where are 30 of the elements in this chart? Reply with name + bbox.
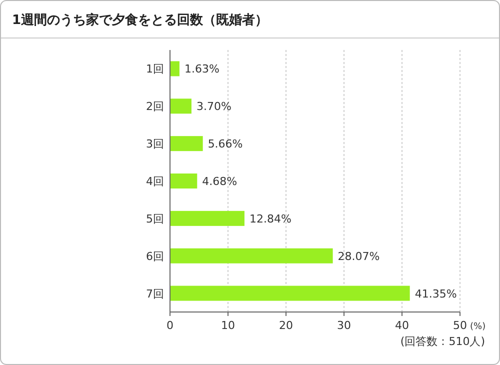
y-tick-label: 1回 [146, 62, 164, 76]
bar [170, 248, 333, 264]
bar [170, 98, 192, 114]
x-axis-title: (%) [470, 322, 486, 332]
data-label: 5.66% [208, 138, 243, 151]
bar [170, 210, 244, 226]
data-label: 28.07% [338, 250, 380, 263]
y-tick-label: 5回 [146, 212, 164, 226]
y-tick-label: 6回 [146, 250, 164, 263]
x-tick-label: 30 [337, 319, 351, 332]
data-label: 1.63% [184, 62, 220, 76]
bar [170, 136, 203, 152]
y-tick-label: 7回 [146, 287, 164, 300]
x-tick-label: 0 [166, 319, 174, 332]
text: (回答数：510人) [400, 335, 485, 348]
x-tick-label: 20 [279, 319, 293, 332]
data-label: 41.35% [414, 287, 457, 300]
data-label: 3.70% [196, 100, 232, 114]
x-tick-label: 50 [453, 319, 467, 332]
y-tick-label: 2回 [146, 100, 164, 114]
data-label: 12.84% [249, 212, 292, 226]
bar [170, 61, 180, 76]
y-tick-label: 3回 [146, 138, 164, 151]
x-tick-label: 10 [221, 319, 235, 332]
bar [170, 286, 410, 301]
data-label: 4.68% [202, 175, 238, 188]
chart-title: 1週間のうち家で夕食をとる回数（既婚者） [12, 12, 268, 28]
bar [170, 174, 198, 188]
x-tick-label: 40 [395, 319, 409, 332]
y-tick-label: 4回 [146, 175, 164, 188]
